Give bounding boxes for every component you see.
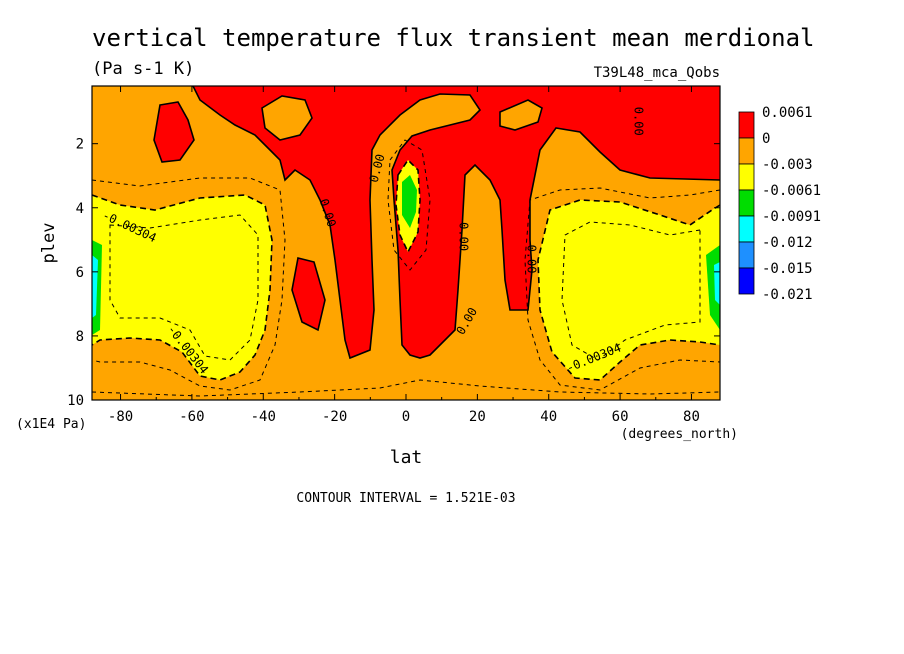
colorbar-swatch [738, 215, 755, 243]
green-core-center [402, 175, 417, 228]
contour-field [92, 86, 720, 400]
plot-area: -0.00304-0.00304 -0.003040.000.000.000.00… [67, 85, 721, 425]
y-tick-label: 6 [76, 265, 84, 281]
chart-units: (Pa s-1 K) [92, 59, 194, 79]
y-axis-units: (x1E4 Pa) [16, 417, 86, 432]
colorbar-label: -0.0091 [762, 209, 821, 225]
positive-region-upper-left [154, 102, 194, 162]
negative-lobe-right [538, 200, 720, 380]
colorbar: 0.0061 0 -0.003 -0.0061 -0.0091 -0.012 -0.015 -… [738, 105, 821, 303]
contour-zero [192, 86, 720, 360]
colorbar-label: -0.021 [762, 287, 813, 303]
colorbar-swatch [738, 189, 755, 217]
colorbar-swatch [738, 267, 755, 295]
contour-label: 0.00 [457, 222, 471, 251]
deep-negative-regions [92, 175, 720, 335]
colorbar-swatch [738, 241, 755, 269]
x-tick-label: 20 [469, 409, 486, 425]
contour-neg-left [92, 194, 273, 381]
contour-zero-island-mid [291, 257, 326, 332]
contour-zero-hole-right [499, 99, 543, 131]
contour-label: 0.00 [631, 107, 645, 136]
colorbar-swatch [738, 137, 755, 165]
x-tick-label: -80 [108, 409, 133, 425]
negative-lobe-left [92, 195, 272, 380]
zero-hole-upper [262, 96, 312, 140]
x-axis-label: lat [390, 447, 423, 468]
contour-neg-center [395, 158, 421, 254]
contour-zero-island-left [153, 101, 195, 163]
cyan-edge-right [714, 262, 720, 305]
x-tick-label: 0 [402, 409, 410, 425]
y-tick-label: 2 [76, 137, 84, 153]
positive-regions [154, 86, 720, 358]
x-axis: -80 -60 -40 -20 0 20 40 60 80 [108, 86, 700, 425]
colorbar-label: -0.003 [762, 157, 813, 173]
contour-thin-bottom [92, 379, 720, 397]
dataset-label: T39L48_mca_Qobs [594, 65, 720, 81]
contour-thin-left-inner [109, 214, 259, 361]
colorbar-label: 0 [762, 131, 770, 147]
y-axis: 2 4 6 8 10 [67, 137, 720, 409]
positive-region-left-mid [292, 258, 325, 330]
contour-neg-right [537, 199, 720, 381]
chart-title: vertical temperature flux transient mean… [92, 24, 814, 52]
colorbar-label: -0.015 [762, 261, 813, 277]
colorbar-label: 0.0061 [762, 105, 813, 121]
y-axis-label: plev [39, 223, 59, 264]
contour-thin-center [387, 139, 431, 271]
x-axis-units: (degrees_north) [621, 427, 738, 442]
colorbar-label: -0.012 [762, 235, 813, 251]
contour-zero-hole-upper [261, 95, 313, 141]
colorbar-label: -0.0061 [762, 183, 821, 199]
contour-lines [92, 86, 720, 397]
contour-thin-right-inner [561, 221, 701, 361]
contour-interval: CONTOUR INTERVAL = 1.521E-03 [296, 491, 515, 506]
contour-thin-right-upper [524, 187, 720, 391]
x-tick-label: 40 [540, 409, 557, 425]
colorbar-swatch [738, 163, 755, 191]
y-tick-label: 10 [67, 393, 84, 409]
y-tick-label: 4 [76, 201, 84, 217]
x-tick-label: -20 [322, 409, 347, 425]
y-tick-label: 8 [76, 329, 84, 345]
x-tick-label: -40 [251, 409, 276, 425]
x-tick-label: 60 [612, 409, 629, 425]
x-tick-label: 80 [683, 409, 700, 425]
positive-region-central [193, 86, 720, 358]
x-tick-label: -60 [179, 409, 204, 425]
colorbar-swatch [738, 111, 755, 139]
cyan-edge-left [92, 255, 98, 318]
contour-label: 0.00 [524, 245, 538, 274]
contour-thin-left-upper [92, 177, 286, 391]
